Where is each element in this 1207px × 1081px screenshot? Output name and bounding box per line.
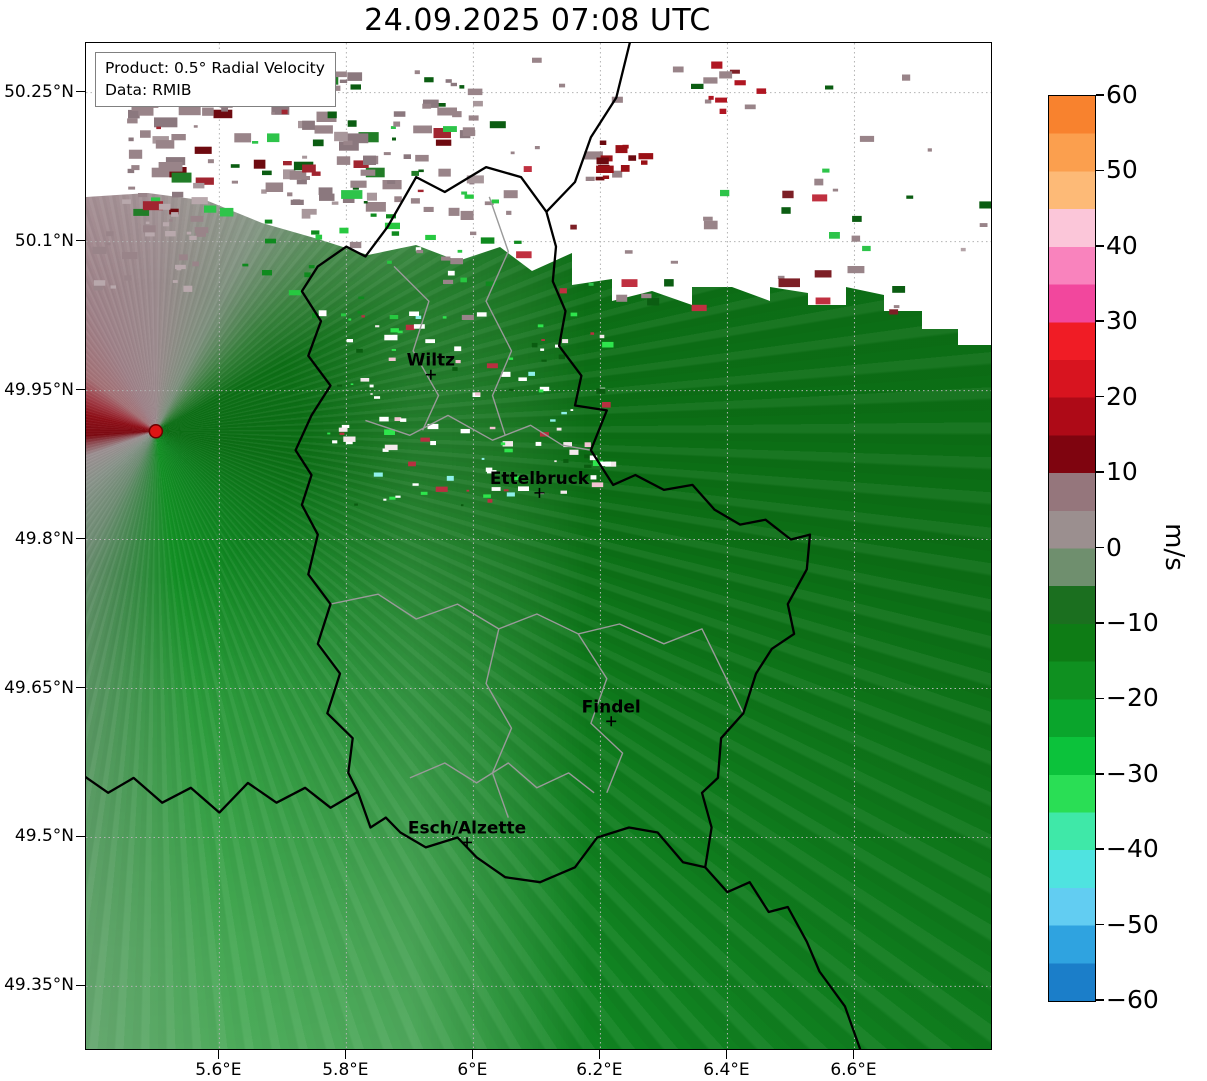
city-label: Ettelbruck [490,469,590,489]
map-overlay-svg: Wiltz Ettelbruck Findel Esch/Alzette [86,43,991,1049]
colorbar-unit-label: m/s [1158,523,1189,571]
district-border [409,762,595,794]
colorbar-tick-mark [1096,999,1104,1001]
country-border-luxembourg [294,165,812,884]
colorbar-tick-mark [1096,546,1104,549]
x-tick-mark [344,1050,347,1059]
colorbar-tick-mark [1096,697,1104,700]
product-info-box: Product: 0.5° Radial Velocity Data: RMIB [95,52,336,107]
colorbar-tick-mark [1096,772,1104,775]
no-data-region [86,43,991,345]
colorbar-tick-label: 40 [1106,230,1138,260]
district-border [330,593,744,714]
figure-title: 24.09.2025 07:08 UTC [364,3,711,38]
x-tick-mark [725,1050,728,1059]
colorbar-tick-mark [1096,169,1104,172]
district-borders [330,196,744,818]
colorbar-tick-label: −60 [1106,985,1159,1014]
city-cross-icon [534,487,545,498]
colorbar-tick-label: 20 [1106,381,1138,411]
city-markers: Wiltz Ettelbruck Findel Esch/Alzette [407,351,641,848]
y-tick-mark [76,90,85,93]
colorbar-tick-label: 10 [1106,457,1138,487]
y-tick-label: 49.95°N [4,379,74,400]
city-marker-esch-alzette: Esch/Alzette [408,818,526,848]
x-tick-label: 6.6°E [830,1060,877,1080]
colorbar-tick-mark [1096,320,1104,323]
x-tick-mark [852,1050,855,1059]
city-label: Esch/Alzette [408,818,526,838]
colorbar-tick-label: −20 [1106,683,1159,713]
district-border [577,633,624,794]
x-tick-label: 5.6°E [195,1060,242,1080]
city-label: Findel [582,697,641,717]
y-tick-mark [76,984,85,987]
city-label: Wiltz [407,351,456,371]
district-border [365,414,592,451]
city-marker-wiltz: Wiltz [407,351,456,380]
colorbar-tick-mark [1096,94,1104,96]
city-marker-findel: Findel [582,697,641,727]
x-tick-mark [598,1050,601,1059]
city-marker-ettelbruck: Ettelbruck [490,469,590,498]
x-tick-label: 5.8°E [322,1060,369,1080]
colorbar-tick-label: −30 [1106,758,1159,788]
y-tick-label: 49.8°N [14,528,74,549]
y-tick-label: 50.1°N [14,230,74,251]
city-cross-icon [606,716,617,727]
district-border [485,196,513,436]
y-tick-label: 50.25°N [4,81,74,102]
x-tick-label: 6.4°E [703,1060,750,1080]
country-border-france-germany [704,866,862,1049]
colorbar-tick-mark [1096,923,1104,926]
colorbar-tick-mark [1096,471,1104,473]
x-tick-mark [217,1050,220,1059]
colorbar-tick-label: −10 [1106,607,1159,637]
product-name-line: Product: 0.5° Radial Velocity [105,59,325,77]
x-tick-mark [471,1050,474,1059]
gridlines [86,43,991,1049]
colorbar-tick-label: −40 [1106,834,1159,864]
colorbar-tick-label: 0 [1106,532,1122,562]
country-border-belgium-germany [545,43,631,213]
country-borders [86,43,862,1049]
district-border [393,265,440,431]
y-tick-mark [76,835,85,838]
y-tick-mark [76,537,85,540]
colorbar-tick-mark [1096,395,1104,398]
y-tick-mark [76,686,85,689]
colorbar [1048,95,1096,1002]
city-cross-icon [425,369,436,380]
x-tick-label: 6.2°E [576,1060,623,1080]
colorbar-tick-label: 30 [1106,306,1138,336]
x-tick-label: 6°E [457,1060,488,1080]
country-border-belgium-france [86,775,359,814]
y-tick-mark [76,388,85,391]
colorbar-tick-label: −50 [1106,909,1159,939]
colorbar-tick-label: 60 [1106,80,1138,109]
district-border [485,628,513,818]
y-tick-label: 49.5°N [14,826,74,847]
data-source-line: Data: RMIB [105,81,192,99]
colorbar-gradient [1049,96,1095,1001]
radar-map: Wiltz Ettelbruck Findel Esch/Alzette Produc… [85,42,992,1050]
y-tick-label: 49.65°N [4,677,74,698]
y-tick-mark [76,239,85,242]
city-cross-icon [462,837,473,848]
y-tick-label: 49.35°N [4,975,74,996]
colorbar-tick-label: 50 [1106,155,1138,185]
colorbar-tick-mark [1096,622,1104,624]
colorbar-tick-mark [1096,245,1104,247]
colorbar-tick-mark [1096,848,1104,850]
radar-site-marker [148,424,164,439]
